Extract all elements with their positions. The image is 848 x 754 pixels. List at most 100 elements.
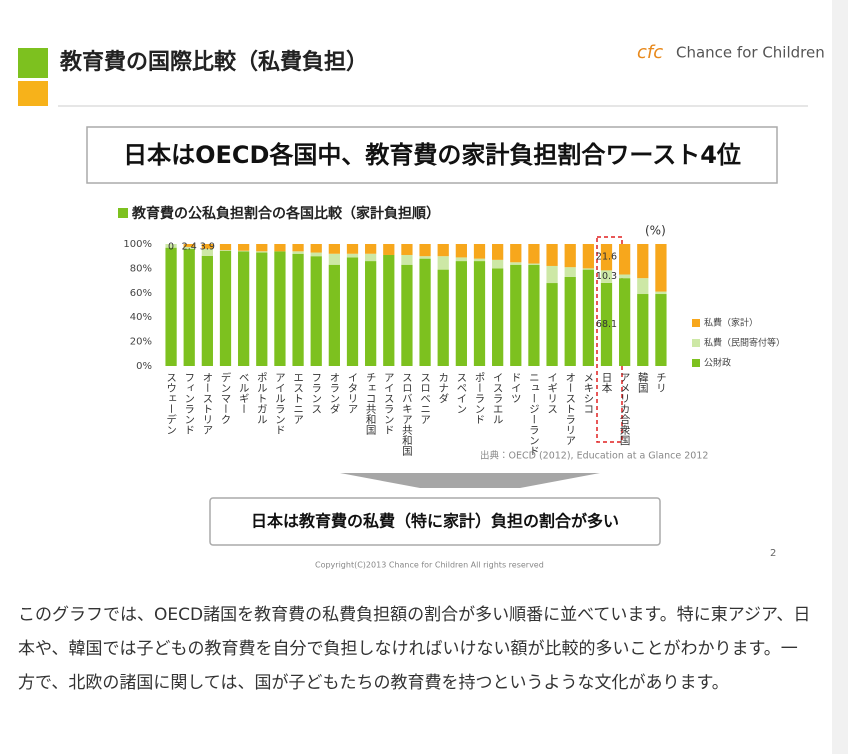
- page-number: 2: [770, 548, 776, 559]
- header-title: 教育費の国際比較（私費負担）: [59, 49, 368, 75]
- y-tick-label: 0%: [136, 361, 152, 372]
- x-tick-label: スペイン: [455, 372, 467, 414]
- bar-segment: [655, 294, 667, 366]
- data-label: 68.1: [596, 319, 617, 330]
- bar-segment: [510, 244, 522, 263]
- bar-segment: [510, 262, 522, 265]
- bar-segment: [619, 244, 631, 275]
- conclusion: 日本は教育費の私費（特に家計）負担の割合が多い: [251, 512, 619, 531]
- source: 出典：OECD (2012), Education at a Glance 20…: [480, 450, 708, 462]
- x-tick-label: アイスランド: [383, 372, 395, 435]
- x-tick-label: オランダ: [328, 372, 340, 414]
- data-label: 0: [168, 242, 174, 253]
- x-tick-label: イスラエル: [492, 372, 504, 425]
- x-tick-label: ポルトガル: [256, 372, 268, 425]
- bar-segment: [582, 269, 594, 366]
- bar-segment: [238, 250, 250, 252]
- bar-segment: [473, 258, 486, 262]
- x-tick-label: ドイツ: [510, 372, 522, 404]
- legend-label: 公財政: [704, 357, 731, 369]
- bar-segment: [365, 244, 377, 254]
- x-tick-label: スロベニア: [419, 372, 431, 425]
- unit: (%): [645, 224, 666, 238]
- bar-segment: [383, 254, 395, 366]
- bar-segment: [365, 261, 377, 366]
- x-tick-label: ポーランド: [474, 372, 486, 425]
- headline-box: [86, 126, 778, 184]
- bar-segment: [600, 244, 613, 271]
- bar-segment: [183, 246, 195, 249]
- slide: 教育費の国際比較（私費負担） cfc Chance for Children 日…: [18, 42, 825, 570]
- bar-segment: [437, 244, 449, 257]
- bar-segment: [274, 251, 286, 366]
- bar-segment: [582, 244, 594, 269]
- data-label: 2.4: [182, 242, 197, 253]
- bar-segment: [310, 252, 322, 257]
- data-label: 21.6: [596, 252, 617, 263]
- bar-segment: [328, 244, 340, 254]
- legend-swatch: [692, 339, 700, 347]
- x-tick-label: デンマーク: [220, 371, 232, 424]
- bar-segment: [256, 251, 268, 253]
- bar-segment: [492, 268, 504, 366]
- chart-title-mark: [118, 208, 128, 218]
- conclusion-box: [209, 497, 661, 546]
- bar-segment: [292, 253, 304, 366]
- bar-segment: [619, 278, 631, 366]
- x-tick-label: アイルランド: [274, 372, 286, 435]
- y-tick-label: 60%: [130, 288, 152, 299]
- paragraph: このグラフでは、OECD諸国を教育費の私費負担額の割合が多い順番に並べています。…: [18, 605, 811, 693]
- bar-segment: [419, 256, 431, 259]
- x-tick-label: フィンランド: [183, 372, 195, 435]
- legend-swatch: [692, 319, 700, 327]
- y-tick-label: 80%: [130, 263, 152, 274]
- x-tick-label: スロバキア共和国: [401, 372, 413, 457]
- bar-segment: [619, 274, 631, 279]
- legend-swatch: [692, 359, 700, 367]
- x-tick-label: ベルギー: [238, 372, 250, 414]
- bar-segment: [455, 244, 467, 258]
- bar-segment: [238, 244, 250, 251]
- bar-segment: [328, 253, 340, 265]
- x-tick-label: 韓国: [637, 372, 649, 394]
- bar-segment: [219, 244, 232, 251]
- bar-segment: [419, 258, 431, 366]
- y-tick-label: 20%: [130, 337, 152, 348]
- y-tick-label: 40%: [130, 312, 152, 323]
- bar-segment: [528, 263, 540, 265]
- bar-segment: [274, 244, 286, 252]
- bar-segment: [256, 244, 268, 252]
- bar-segment: [546, 265, 558, 284]
- bar-segment: [383, 244, 395, 255]
- bar-segment: [655, 244, 667, 292]
- bar-segment: [256, 252, 268, 366]
- bar-segment: [492, 259, 504, 269]
- x-tick-label: オーストリア: [201, 372, 213, 435]
- x-tick-label: 日本: [601, 372, 613, 394]
- bar-segment: [437, 269, 449, 366]
- bar-segment: [201, 244, 213, 249]
- bar-segment: [238, 251, 250, 366]
- bar-segment: [510, 264, 522, 366]
- x-tick-label: チェコ共和国: [365, 372, 377, 436]
- y-tick-label: 100%: [123, 239, 152, 250]
- header-mark: [18, 48, 48, 78]
- x-tick-label: カナダ: [437, 372, 449, 404]
- bar-segment: [546, 244, 558, 266]
- bar-segment: [637, 244, 649, 279]
- bar-segment: [473, 244, 486, 259]
- headline: 日本はOECD各国中、教育費の家計負担割合ワースト4位: [123, 141, 741, 169]
- bar-segment: [582, 268, 594, 270]
- x-tick-label: フランス: [310, 372, 322, 414]
- x-tick-label: イギリス: [546, 372, 558, 414]
- bar-segment: [183, 248, 195, 366]
- bar-segment: [401, 264, 413, 366]
- logo-icon: cfc: [637, 42, 663, 63]
- arrow: [340, 473, 600, 488]
- bar-segment: [437, 256, 449, 270]
- x-tick-label: オーストラリア: [564, 372, 576, 446]
- bar-segment: [455, 257, 467, 262]
- bar-segment: [346, 257, 359, 366]
- bar-segment: [546, 283, 558, 366]
